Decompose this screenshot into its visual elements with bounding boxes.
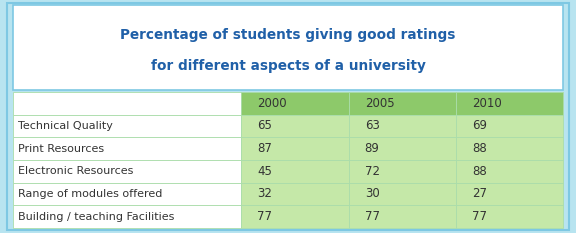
Text: 2005: 2005 [365,97,395,110]
Text: 2000: 2000 [257,97,287,110]
Text: Technical Quality: Technical Quality [18,121,113,131]
Text: 45: 45 [257,165,272,178]
Text: 77: 77 [472,210,487,223]
Text: Range of modules offered: Range of modules offered [18,189,163,199]
Text: 87: 87 [257,142,272,155]
Text: 69: 69 [472,120,487,133]
Text: 88: 88 [472,142,487,155]
Text: 30: 30 [365,187,380,200]
Text: Building / teaching Facilities: Building / teaching Facilities [18,212,175,222]
Text: 27: 27 [472,187,487,200]
Text: for different aspects of a university: for different aspects of a university [150,59,426,73]
Text: 88: 88 [472,165,487,178]
Text: 77: 77 [257,210,272,223]
Text: 2010: 2010 [472,97,502,110]
Text: 77: 77 [365,210,380,223]
Text: 65: 65 [257,120,272,133]
Text: 63: 63 [365,120,380,133]
Text: Percentage of students giving good ratings: Percentage of students giving good ratin… [120,28,456,42]
Text: 32: 32 [257,187,272,200]
Text: 72: 72 [365,165,380,178]
Text: 89: 89 [365,142,380,155]
Text: Electronic Resources: Electronic Resources [18,166,134,176]
Text: Print Resources: Print Resources [18,144,105,154]
